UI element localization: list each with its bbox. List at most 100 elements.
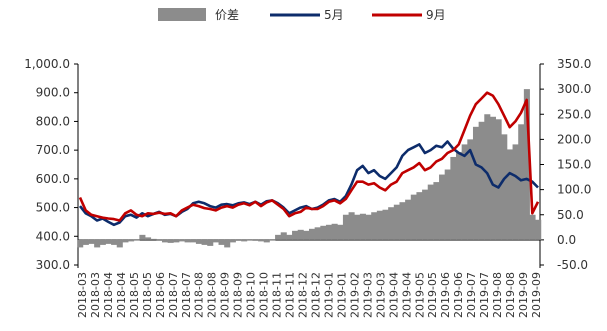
right-tick-label: 350.0	[557, 57, 591, 71]
spread-bar	[111, 239, 118, 245]
x-tick-label: 2019-07	[465, 272, 478, 318]
left-tick-label: 400.0	[36, 229, 70, 243]
spread-bar	[371, 212, 378, 240]
x-tick-label: 2019-05	[413, 272, 426, 318]
spread-bar	[133, 239, 140, 241]
x-tick-label: 2018-08	[193, 272, 206, 318]
spread-bar	[472, 126, 480, 240]
x-tick-label: 2019-01	[335, 272, 348, 318]
spread-bar	[365, 214, 372, 240]
right-tick-label: 100.0	[557, 183, 591, 197]
spread-bar	[303, 230, 310, 240]
spread-bar	[416, 192, 423, 240]
spread-bar	[410, 194, 417, 240]
x-tick-label: 2018-12	[310, 272, 323, 318]
spread-bar	[495, 119, 502, 240]
spread-bar	[184, 239, 191, 243]
x-tick-label: 2018-06	[154, 272, 167, 318]
x-tick-label: 2019-08	[491, 272, 504, 318]
spread-bar	[478, 121, 485, 240]
x-tick-label: 2018-10	[258, 272, 271, 318]
spread-bar	[275, 234, 282, 240]
legend-label-sep: 9月	[426, 8, 446, 22]
spread-bar	[348, 212, 355, 240]
spread-bar	[297, 229, 304, 240]
spread-bar	[224, 239, 231, 248]
left-tick-label: 900.0	[36, 86, 70, 100]
legend: 价差 5月 9月	[158, 8, 446, 22]
left-tick-label: 300.0	[36, 258, 70, 272]
spread-bar	[444, 169, 451, 240]
x-tick-label: 2018-09	[232, 272, 245, 318]
x-tick-label: 2019-07	[478, 272, 491, 318]
spread-bar	[77, 239, 84, 248]
spread-bars	[77, 89, 542, 248]
spread-bar	[399, 202, 406, 240]
spread-bar	[388, 207, 395, 240]
spread-bar	[263, 239, 270, 243]
spread-bar	[376, 210, 383, 240]
spread-bar	[167, 239, 174, 243]
spread-bar	[427, 184, 434, 240]
x-tick-label: 2018-03	[76, 272, 89, 318]
spread-bar	[354, 214, 361, 240]
spread-bar	[235, 239, 242, 241]
spread-bar	[145, 237, 152, 240]
x-tick-label: 2019-06	[439, 272, 452, 318]
spread-bar	[484, 114, 491, 240]
spread-bar	[433, 182, 440, 240]
x-tick-label: 2019-04	[387, 272, 400, 318]
spread-bar	[173, 239, 180, 243]
spread-bar	[207, 239, 214, 246]
x-tick-label: 2018-11	[284, 272, 297, 318]
spread-bar	[456, 151, 463, 240]
legend-label-may: 5月	[324, 8, 344, 22]
x-tick-label: 2019-03	[361, 272, 374, 318]
right-tick-label: 300.0	[557, 82, 591, 96]
spread-bar	[139, 234, 146, 240]
spread-bar	[241, 239, 248, 242]
left-axis-ticks: 300.0 400.0 500.0 600.0 700.0 800.0 900.0 1,000…	[24, 57, 78, 272]
spread-bar	[128, 239, 135, 242]
spread-bar	[258, 239, 265, 242]
x-tick-label: 2019-08	[504, 272, 517, 318]
spread-bar	[359, 213, 366, 240]
left-tick-label: 700.0	[36, 143, 70, 157]
spread-bar	[314, 227, 321, 240]
spread-bar	[331, 223, 338, 240]
spread-bar	[405, 199, 412, 240]
spread-bar	[529, 214, 536, 240]
spread-bar	[94, 239, 101, 248]
spread-bar	[269, 239, 276, 241]
spread-bar	[178, 239, 186, 242]
spread-bar	[292, 230, 299, 240]
right-tick-label: 150.0	[557, 158, 591, 172]
spread-bar	[489, 116, 496, 240]
x-tick-label: 2019-01	[323, 272, 336, 318]
spread-bar	[190, 239, 197, 243]
spread-bar	[195, 239, 202, 244]
series-line-sep	[78, 91, 540, 222]
x-tick-label: 2019-09	[517, 272, 530, 318]
left-tick-label: 1,000.0	[24, 57, 70, 71]
x-axis-labels: 2018-03 2018-03 2018-04 2018-04 2018-05 2018-…	[76, 272, 543, 318]
spread-bar	[320, 225, 327, 240]
right-axis-ticks: -50.0 0.0 50.0 100.0 150.0 200.0 250.0 300.0 350…	[540, 57, 591, 272]
legend-swatch-spread	[158, 8, 206, 21]
spread-bar	[122, 239, 129, 243]
spread-bar	[337, 224, 344, 240]
spread-bar	[218, 239, 225, 245]
spread-bar	[393, 204, 400, 240]
spread-bar	[523, 89, 530, 240]
x-tick-label: 2018-11	[271, 272, 284, 318]
x-tick-label: 2018-05	[128, 272, 141, 318]
right-tick-label: -50.0	[557, 258, 588, 272]
x-tick-label: 2018-04	[115, 272, 128, 318]
spread-bar	[501, 134, 508, 240]
x-tick-label: 2019-09	[530, 272, 543, 318]
left-tick-label: 800.0	[36, 114, 70, 128]
spread-bar	[280, 232, 287, 240]
spread-bar	[252, 239, 259, 241]
spread-bar	[422, 189, 429, 240]
